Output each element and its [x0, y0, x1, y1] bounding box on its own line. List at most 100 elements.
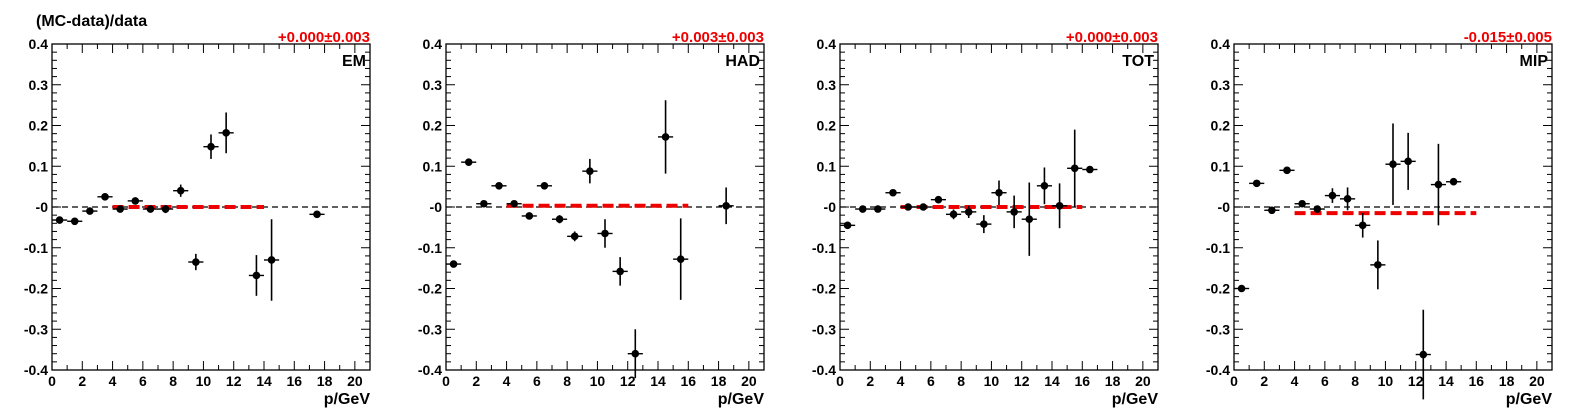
data-point	[1086, 165, 1094, 174]
data-point	[661, 133, 670, 141]
x-tick-label: 10	[1378, 373, 1394, 389]
data-point	[161, 205, 170, 213]
x-tick-label: 12	[620, 373, 636, 389]
x-tick-label: 0	[442, 373, 450, 389]
offset-label: +0.000±0.003	[1066, 29, 1158, 46]
data-point	[949, 210, 958, 219]
panel-tag: TOT	[1122, 53, 1154, 70]
data-point	[858, 205, 867, 213]
x-tick-label: 20	[1135, 373, 1151, 389]
y-tick-label: 0.3	[817, 77, 837, 93]
y-tick-label: 0.1	[423, 158, 443, 174]
y-tick-label: 0.4	[1211, 36, 1231, 52]
data-point	[934, 195, 943, 204]
data-point	[464, 158, 473, 166]
data-point	[1070, 164, 1079, 173]
y-tick-label: 0.4	[423, 36, 443, 52]
y-tick-label: 0.3	[423, 77, 443, 93]
data-point	[676, 255, 685, 263]
data-point	[525, 212, 534, 220]
x-tick-label: 18	[1105, 373, 1121, 389]
data-point	[480, 199, 488, 208]
x-tick-label: 6	[139, 373, 147, 389]
data-point	[1313, 205, 1322, 213]
x-tick-label: 0	[48, 373, 56, 389]
y-tick-label: -0.1	[418, 240, 442, 256]
x-tick-label: 16	[286, 373, 302, 389]
data-point	[980, 220, 988, 228]
x-tick-label: 12	[1408, 373, 1424, 389]
data-point	[176, 186, 185, 195]
x-tick-label: 12	[1014, 373, 1030, 389]
data-point	[919, 203, 928, 211]
y-tick-label: -0.3	[812, 321, 836, 337]
data-point	[540, 182, 549, 190]
x-tick-label: 18	[1499, 373, 1515, 389]
x-axis-label: p/GeV	[1112, 391, 1159, 408]
y-tick-label: 0.1	[1211, 158, 1231, 174]
y-tick-label: -0.4	[812, 362, 836, 378]
data-point	[192, 258, 200, 266]
data-point	[1434, 180, 1443, 189]
data-point	[631, 349, 640, 358]
panel-em: -0.4 -0.3 -0.2 -0.1 -0 0.1 0.2 0.3 0.4 0 2 4 6 8 10 12 1…	[24, 29, 371, 408]
data-point	[1374, 261, 1382, 269]
x-tick-label: 4	[109, 373, 117, 389]
data-point	[586, 167, 594, 175]
data-point	[1419, 350, 1428, 359]
data-point	[313, 210, 321, 219]
data-point	[495, 182, 503, 190]
x-tick-label: 16	[1468, 373, 1484, 389]
data-point	[267, 256, 276, 264]
data-point	[1328, 191, 1337, 200]
panel-had: -0.4 -0.3 -0.2 -0.1 -0 0.1 0.2 0.3 0.4 0 2 4 6 8 10 12 1…	[418, 29, 765, 408]
x-tick-label: 6	[1321, 373, 1329, 389]
x-tick-label: 4	[897, 373, 905, 389]
y-tick-label: 0.2	[1211, 118, 1231, 134]
panel-tag: EM	[342, 53, 366, 70]
data-point	[964, 208, 973, 216]
x-tick-label: 8	[1351, 373, 1359, 389]
x-tick-label: 18	[711, 373, 727, 389]
data-point	[101, 193, 109, 201]
data-point	[1389, 160, 1397, 169]
y-tick-label: 0.2	[29, 118, 49, 134]
y-tick-label: -0.1	[24, 240, 48, 256]
x-tick-label: 10	[196, 373, 212, 389]
y-tick-label: 0.3	[29, 77, 49, 93]
data-point	[555, 215, 564, 224]
x-tick-label: 4	[503, 373, 511, 389]
data-point	[70, 217, 79, 226]
x-tick-label: 2	[78, 373, 86, 389]
data-point	[252, 271, 261, 280]
y-tick-label: -0.4	[418, 362, 442, 378]
y-axis-label: (MC-data)/data	[36, 13, 147, 30]
panel-mip: -0.4 -0.3 -0.2 -0.1 -0 0.1 0.2 0.3 0.4 0 2 4 6 8 10 12 1…	[1206, 29, 1553, 408]
x-axis-label: p/GeV	[718, 391, 765, 408]
x-tick-label: 10	[984, 373, 1000, 389]
x-tick-label: 0	[836, 373, 844, 389]
data-point	[116, 205, 124, 213]
data-point	[1055, 201, 1064, 210]
data-point	[86, 207, 94, 215]
x-axis-label: p/GeV	[1506, 391, 1553, 408]
panels-group: -0.4 -0.3 -0.2 -0.1 -0 0.1 0.2 0.3 0.4 0 2 4 6 8 10 12 1…	[24, 29, 1553, 408]
x-tick-label: 20	[1529, 373, 1545, 389]
data-point	[207, 142, 215, 151]
x-tick-label: 14	[256, 373, 272, 389]
y-tick-label: -0	[1218, 199, 1231, 215]
data-point	[570, 232, 579, 241]
x-tick-label: 12	[226, 373, 242, 389]
data-point	[1268, 206, 1276, 215]
x-tick-label: 10	[590, 373, 606, 389]
y-tick-label: -0	[36, 199, 49, 215]
y-tick-label: -0.3	[418, 321, 442, 337]
x-tick-label: 6	[927, 373, 935, 389]
x-tick-label: 14	[1438, 373, 1454, 389]
data-point	[1449, 177, 1458, 186]
y-tick-label: 0.3	[1211, 77, 1231, 93]
y-tick-label: -0.3	[1206, 321, 1230, 337]
y-tick-label: -0.1	[812, 240, 836, 256]
y-tick-label: -0.3	[24, 321, 48, 337]
